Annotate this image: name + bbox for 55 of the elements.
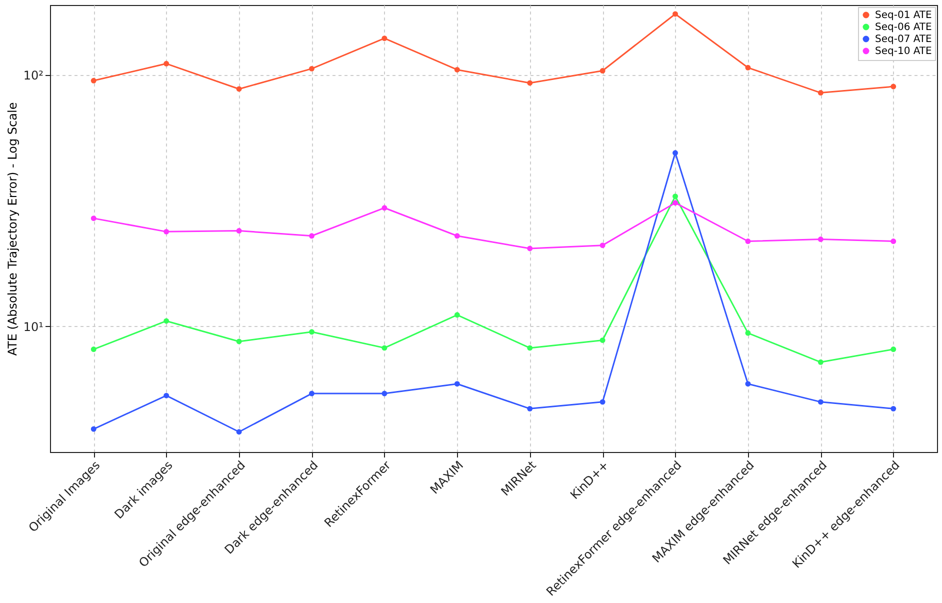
legend-label: Seq-07 ATE	[875, 34, 932, 45]
point	[672, 194, 678, 200]
point	[90, 78, 96, 84]
point	[454, 312, 460, 318]
point	[600, 68, 606, 74]
point	[382, 345, 388, 351]
point	[890, 406, 896, 412]
point	[309, 329, 314, 335]
point	[818, 236, 824, 242]
point	[164, 60, 170, 66]
y-axis-title: ATE (Absolute Trajectory Error) - Log Scale	[5, 102, 20, 356]
point	[527, 246, 533, 252]
point	[382, 205, 388, 211]
y-tick-label: 10²	[23, 68, 44, 83]
point	[236, 228, 242, 234]
point	[890, 238, 896, 244]
point	[164, 228, 170, 234]
point	[600, 399, 606, 405]
point	[309, 390, 314, 396]
point	[309, 66, 314, 72]
point	[527, 406, 533, 412]
point	[236, 338, 242, 344]
point	[672, 150, 678, 156]
point	[745, 238, 751, 244]
point	[890, 346, 896, 352]
point	[890, 84, 896, 90]
y-tick-label: 10¹	[23, 320, 44, 334]
point	[672, 11, 678, 17]
point	[527, 80, 533, 86]
legend-label: Seq-06 ATE	[875, 22, 932, 33]
point	[454, 381, 460, 387]
legend-label: Seq-01 ATE	[875, 10, 932, 21]
point	[454, 233, 460, 239]
point	[382, 390, 388, 396]
point	[745, 330, 751, 336]
point	[90, 426, 96, 432]
point	[454, 66, 460, 72]
legend-label: Seq-10 ATE	[875, 46, 932, 57]
point	[600, 242, 606, 248]
point	[818, 90, 824, 96]
point	[672, 200, 678, 206]
point	[164, 318, 170, 324]
point	[745, 381, 751, 387]
point	[236, 429, 242, 435]
point	[164, 392, 170, 398]
point	[309, 233, 314, 239]
point	[527, 345, 533, 351]
point	[236, 86, 242, 92]
point	[600, 338, 606, 343]
point	[818, 399, 824, 405]
point	[382, 36, 388, 42]
point	[818, 359, 824, 365]
point	[745, 64, 751, 70]
point	[90, 346, 96, 352]
point	[90, 216, 96, 222]
